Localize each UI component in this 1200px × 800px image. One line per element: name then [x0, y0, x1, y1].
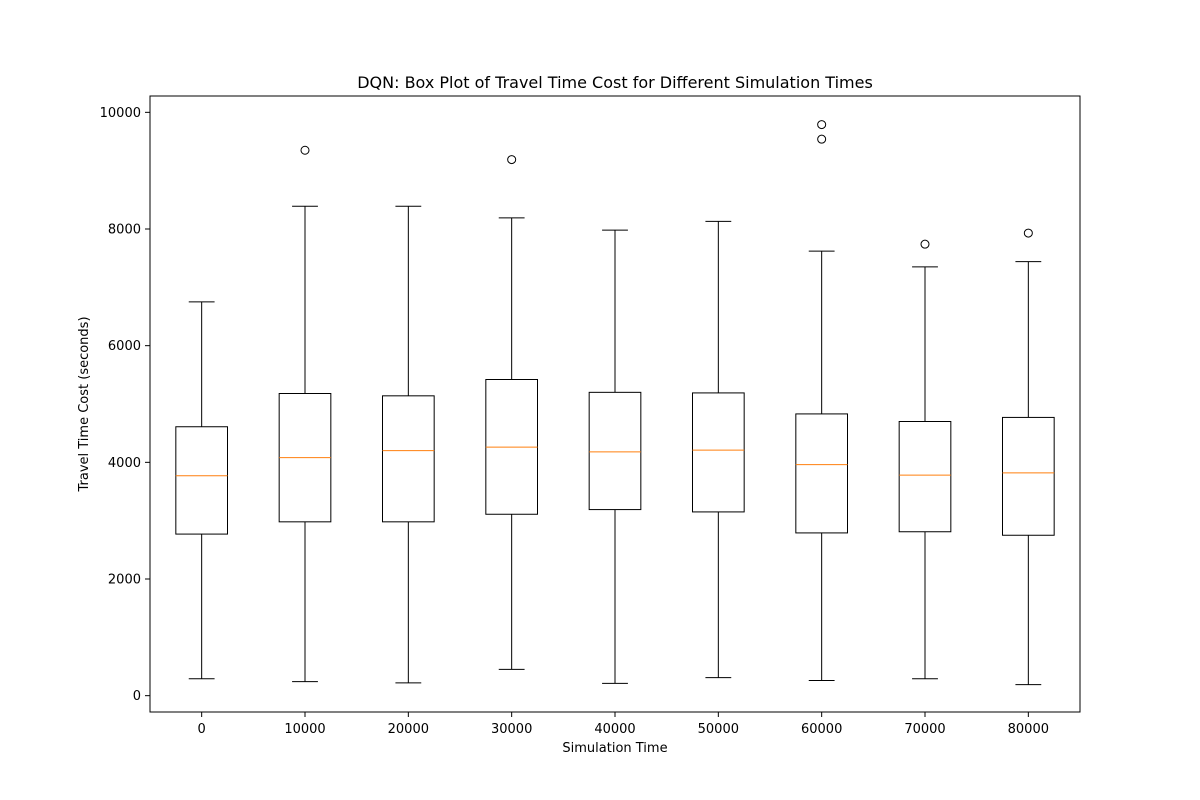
- plot-frame: [149, 95, 1081, 713]
- x-tick-label: 80000: [1008, 722, 1049, 737]
- x-tick-label: 40000: [594, 722, 635, 737]
- y-tick-label: 8000: [108, 223, 141, 238]
- box-iqr: [692, 392, 745, 513]
- outlier-point: [300, 145, 310, 155]
- x-tick-label: 30000: [491, 722, 532, 737]
- outlier-point: [817, 134, 827, 144]
- x-tick-label: 70000: [904, 722, 945, 737]
- x-tick-label: 50000: [698, 722, 739, 737]
- y-axis-label: Travel Time Cost (seconds): [77, 316, 92, 492]
- y-tick-label: 2000: [108, 573, 141, 588]
- x-tick-label: 60000: [801, 722, 842, 737]
- box-iqr: [588, 391, 642, 511]
- plot-area: 0 2000 4000 6000 8000 10000 0 10000 20000 30000 40…: [100, 106, 1055, 737]
- outlier-point: [1023, 228, 1033, 238]
- box-iqr: [795, 413, 848, 534]
- box-iqr: [898, 421, 952, 533]
- box-iqr: [1002, 416, 1055, 536]
- outlier-point: [507, 155, 517, 165]
- box-iqr: [382, 395, 435, 523]
- outlier-point: [817, 120, 827, 130]
- y-tick-label: 10000: [100, 106, 141, 121]
- x-axis-label: Simulation Time: [562, 741, 667, 756]
- x-tick-label: 10000: [284, 722, 325, 737]
- y-tick-label: 4000: [108, 456, 141, 471]
- y-tick-label: 6000: [108, 339, 141, 354]
- x-tick-label: 20000: [388, 722, 429, 737]
- box-iqr: [175, 426, 228, 535]
- x-tick-label: 0: [198, 722, 206, 737]
- y-tick-label: 0: [133, 689, 141, 704]
- chart-title: DQN: Box Plot of Travel Time Cost for Di…: [357, 73, 873, 92]
- outlier-point: [920, 239, 930, 249]
